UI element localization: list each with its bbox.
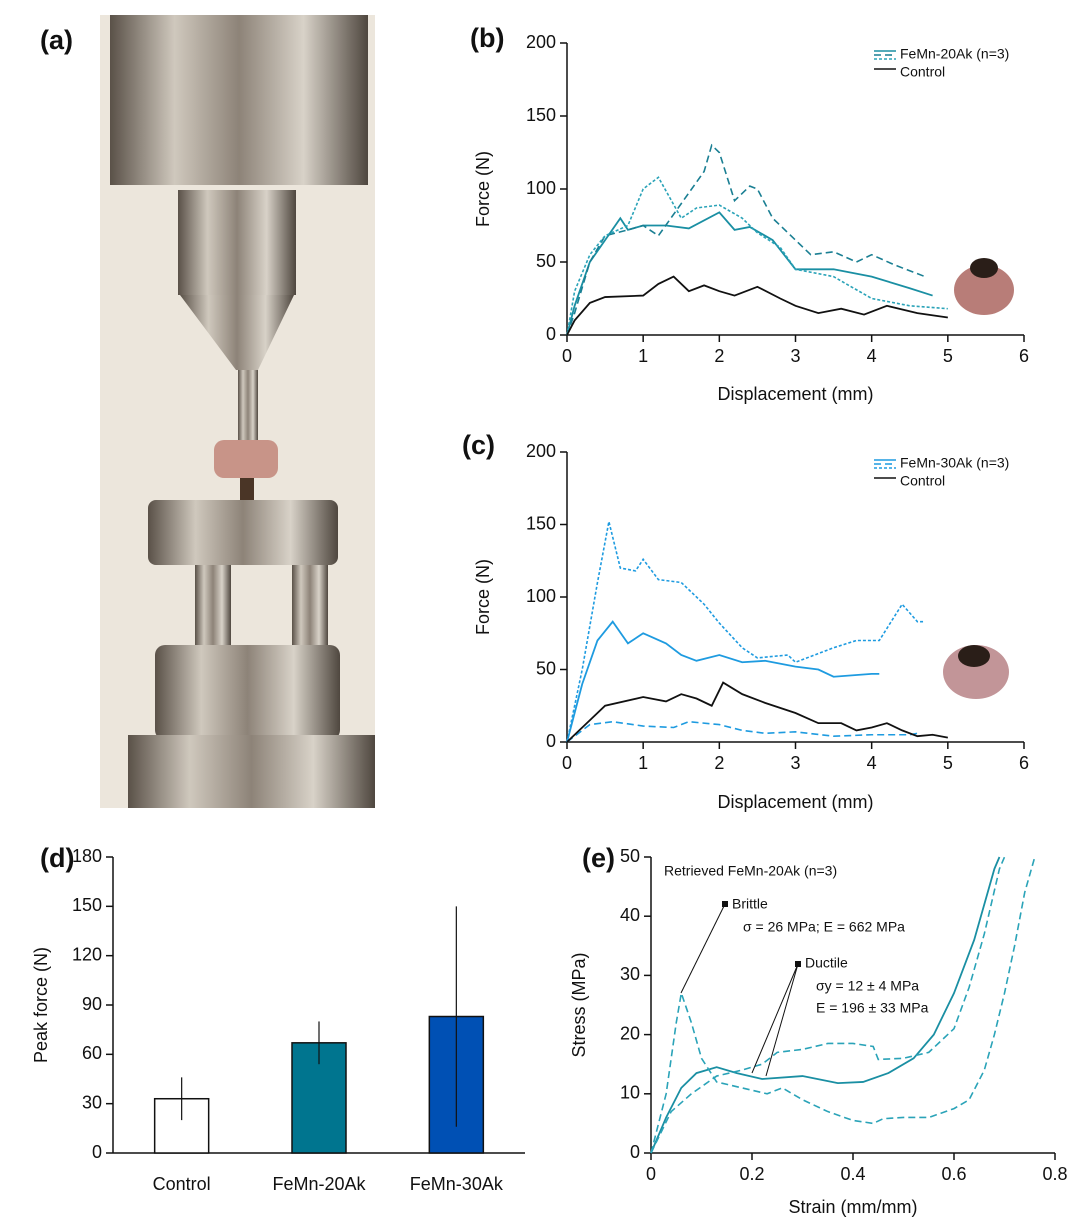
line-series <box>566 620 880 743</box>
y-tick-label: 150 <box>526 513 556 533</box>
annotation: Brittle <box>732 896 768 912</box>
x-tick-label: 0.6 <box>941 1164 966 1184</box>
y-tick-label: 0 <box>546 324 556 344</box>
x-tick-label: FeMn-30Ak <box>410 1174 504 1194</box>
panel-label: (d) <box>40 843 74 873</box>
panel-label: (a) <box>40 25 73 55</box>
x-tick-label: FeMn-20Ak <box>272 1174 366 1194</box>
y-tick-label: 200 <box>526 32 556 52</box>
y-axis-title: Force (N) <box>473 151 493 227</box>
annotation: σy = 12 ± 4 MPa <box>816 978 919 994</box>
x-tick-label: 6 <box>1019 753 1029 773</box>
photo <box>100 15 375 808</box>
y-tick-label: 150 <box>72 895 102 915</box>
x-tick-label: 5 <box>943 753 953 773</box>
y-tick-label: 100 <box>526 586 556 606</box>
y-tick-label: 90 <box>82 994 102 1014</box>
y-axis-title: Stress (MPa) <box>569 952 589 1057</box>
y-tick-label: 150 <box>526 105 556 125</box>
line-series <box>566 176 948 336</box>
line-series <box>566 211 933 336</box>
x-tick-label: Control <box>153 1174 211 1194</box>
line-series <box>566 521 925 743</box>
x-tick-label: 0.8 <box>1042 1164 1067 1184</box>
y-tick-label: 20 <box>620 1023 640 1043</box>
x-tick-label: 5 <box>943 346 953 366</box>
x-tick-label: 0 <box>646 1164 656 1184</box>
y-tick-label: 30 <box>620 964 640 984</box>
x-tick-label: 0.4 <box>840 1164 865 1184</box>
y-tick-label: 0 <box>92 1142 102 1162</box>
y-tick-label: 180 <box>72 846 102 866</box>
y-axis-title: Force (N) <box>473 559 493 635</box>
line-series <box>566 681 949 743</box>
x-axis-title: Displacement (mm) <box>717 792 873 812</box>
x-axis-title: Strain (mm/mm) <box>789 1197 918 1217</box>
x-tick-label: 1 <box>638 753 648 773</box>
line-series <box>566 720 918 743</box>
annotation: Retrieved FeMn-20Ak (n=3) <box>664 863 837 879</box>
x-tick-label: 0 <box>562 753 572 773</box>
x-tick-label: 2 <box>714 346 724 366</box>
y-tick-label: 50 <box>536 251 556 271</box>
panel-label: (b) <box>470 23 504 53</box>
y-tick-label: 40 <box>620 905 640 925</box>
pointer <box>765 963 799 1077</box>
annotation: Ductile <box>805 955 848 971</box>
tissue-icon <box>943 258 1014 699</box>
legend-label: FeMn-20Ak (n=3) <box>900 46 1009 62</box>
y-axis-title: Peak force (N) <box>31 947 51 1063</box>
legend-label: FeMn-30Ak (n=3) <box>900 455 1009 471</box>
legend-label: Control <box>900 473 945 489</box>
y-tick-label: 0 <box>630 1142 640 1162</box>
x-tick-label: 2 <box>714 753 724 773</box>
line-series <box>566 143 926 336</box>
line-series <box>650 856 1001 1154</box>
y-tick-label: 60 <box>82 1043 102 1063</box>
line-series <box>650 856 1036 1154</box>
x-tick-label: 6 <box>1019 346 1029 366</box>
panel-label: (e) <box>582 843 615 873</box>
y-tick-label: 0 <box>546 731 556 751</box>
y-tick-label: 120 <box>72 944 102 964</box>
x-tick-label: 4 <box>867 753 877 773</box>
pointer <box>751 963 799 1074</box>
y-tick-label: 50 <box>536 658 556 678</box>
x-tick-label: 0.2 <box>739 1164 764 1184</box>
pointer <box>680 903 726 994</box>
x-tick-label: 4 <box>867 346 877 366</box>
x-axis-title: Displacement (mm) <box>717 384 873 404</box>
x-tick-label: 3 <box>790 346 800 366</box>
line-series <box>650 856 1006 1154</box>
x-tick-label: 0 <box>562 346 572 366</box>
annotation: σ = 26 MPa; E = 662 MPa <box>743 919 905 935</box>
line-series <box>566 275 948 336</box>
annotation: E = 196 ± 33 MPa <box>816 1000 929 1016</box>
y-tick-label: 10 <box>620 1083 640 1103</box>
legend-label: Control <box>900 64 945 80</box>
y-tick-label: 30 <box>82 1092 102 1112</box>
y-tick-label: 100 <box>526 178 556 198</box>
x-tick-label: 1 <box>638 346 648 366</box>
x-tick-label: 3 <box>790 753 800 773</box>
panel-label: (c) <box>462 430 495 460</box>
y-tick-label: 50 <box>620 846 640 866</box>
y-tick-label: 200 <box>526 441 556 461</box>
